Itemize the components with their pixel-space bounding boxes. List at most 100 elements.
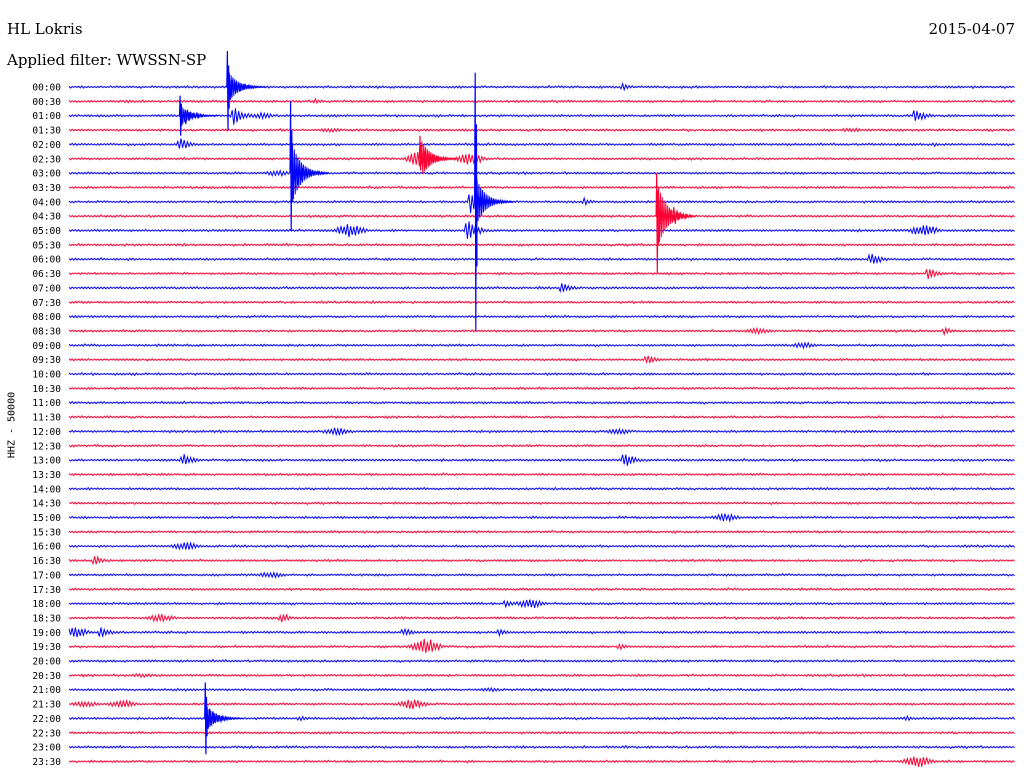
row-label: 21:00 <box>32 685 61 696</box>
trace-row <box>68 529 1015 535</box>
row-label: 19:30 <box>32 642 61 653</box>
event-needle <box>289 101 293 231</box>
event-needle <box>418 135 423 171</box>
row-label: 16:30 <box>32 556 61 567</box>
event-needle <box>204 682 208 755</box>
filter-label: Applied filter: WWSSN-SP <box>7 51 207 69</box>
row-label: 02:30 <box>32 154 61 165</box>
trace-row <box>68 314 1015 319</box>
row-label: 13:00 <box>32 456 61 467</box>
trace-row <box>68 253 1015 265</box>
row-label: 16:00 <box>32 542 61 553</box>
row-label: 17:00 <box>32 570 61 581</box>
row-label: 15:30 <box>32 527 61 538</box>
trace-row <box>68 269 1015 279</box>
trace-row <box>68 355 1015 365</box>
trace-row <box>68 613 1015 623</box>
trace-row <box>68 756 1015 767</box>
events <box>178 51 695 755</box>
row-label: 10:30 <box>32 384 61 395</box>
trace-row <box>68 163 1015 185</box>
trace-row <box>68 486 1015 491</box>
trace-row <box>68 185 1015 190</box>
trace-row <box>68 149 1015 168</box>
trace-row <box>68 443 1015 448</box>
row-label: 18:00 <box>32 599 61 610</box>
event-coda <box>206 706 244 729</box>
trace-row <box>68 541 1015 551</box>
row-label: 00:00 <box>32 83 61 94</box>
event-needle <box>226 51 230 131</box>
row-label: 23:30 <box>32 757 61 768</box>
trace-row <box>68 108 1015 125</box>
row-label: 09:30 <box>32 355 61 366</box>
trace-row <box>68 627 1015 638</box>
row-label: 22:00 <box>32 714 61 725</box>
trace-row <box>68 206 1015 225</box>
trace-row <box>68 283 1015 294</box>
trace-row <box>68 698 1015 710</box>
event-coda <box>658 187 695 243</box>
row-label: 11:00 <box>32 398 61 409</box>
row-label: 17:30 <box>32 585 61 596</box>
trace-row <box>68 221 1015 239</box>
row-label: 20:00 <box>32 657 61 668</box>
trace-row <box>68 599 1015 609</box>
row-label: 09:00 <box>32 341 61 352</box>
row-label: 04:30 <box>32 212 61 223</box>
row-label: 13:30 <box>32 470 61 481</box>
trace-row <box>68 472 1015 477</box>
trace-row <box>68 138 1015 149</box>
row-label: 01:30 <box>32 126 61 137</box>
event-needle <box>655 173 660 274</box>
date-label: 2015-04-07 <box>928 20 1015 38</box>
row-label: 14:30 <box>32 499 61 510</box>
row-label: 19:00 <box>32 628 61 639</box>
row-label: 07:30 <box>32 298 61 309</box>
row-label: 00:30 <box>32 97 61 108</box>
traces <box>68 79 1016 767</box>
trace-row <box>68 194 1015 214</box>
row-label: 18:30 <box>32 613 61 624</box>
row-label: 23:00 <box>32 743 61 754</box>
trace-row <box>68 555 1015 566</box>
row-label: 21:30 <box>32 700 61 711</box>
event-coda <box>181 107 219 124</box>
trace-row <box>68 326 1015 337</box>
row-label: 05:00 <box>32 226 61 237</box>
trace-row <box>68 512 1015 523</box>
row-label: 20:30 <box>32 671 61 682</box>
trace-row <box>68 500 1015 506</box>
row-label: 03:00 <box>32 169 61 180</box>
row-label: 10:00 <box>32 370 61 381</box>
event-coda <box>292 144 329 200</box>
row-label: 05:30 <box>32 240 61 251</box>
row-label: 07:00 <box>32 283 61 294</box>
row-label: 12:30 <box>32 441 61 452</box>
trace-row <box>68 571 1015 579</box>
row-label: 06:30 <box>32 269 61 280</box>
trace-row <box>68 341 1015 350</box>
trace-row <box>68 127 1015 134</box>
row-label: 06:00 <box>32 255 61 266</box>
row-label: 11:30 <box>32 413 61 424</box>
row-labels: 00:00 00:30 01:00 01:30 02:00 02:30 03:00 03:30… <box>32 83 61 768</box>
trace-row <box>68 97 1015 105</box>
trace-row <box>68 638 1015 654</box>
trace-row <box>68 414 1015 420</box>
row-label: 01:00 <box>32 111 61 122</box>
row-label: 22:30 <box>32 728 61 739</box>
trace-row <box>68 242 1015 247</box>
row-label: 08:00 <box>32 312 61 323</box>
row-label: 15:00 <box>32 513 61 524</box>
trace-row <box>68 400 1015 405</box>
station-title: HL Lokris <box>7 20 83 38</box>
trace-row <box>68 730 1015 735</box>
event-needle <box>178 95 183 136</box>
trace-row <box>68 454 1015 466</box>
trace-row <box>68 427 1015 437</box>
trace-row <box>68 386 1015 391</box>
event-coda <box>228 72 266 101</box>
event-coda <box>421 141 459 175</box>
